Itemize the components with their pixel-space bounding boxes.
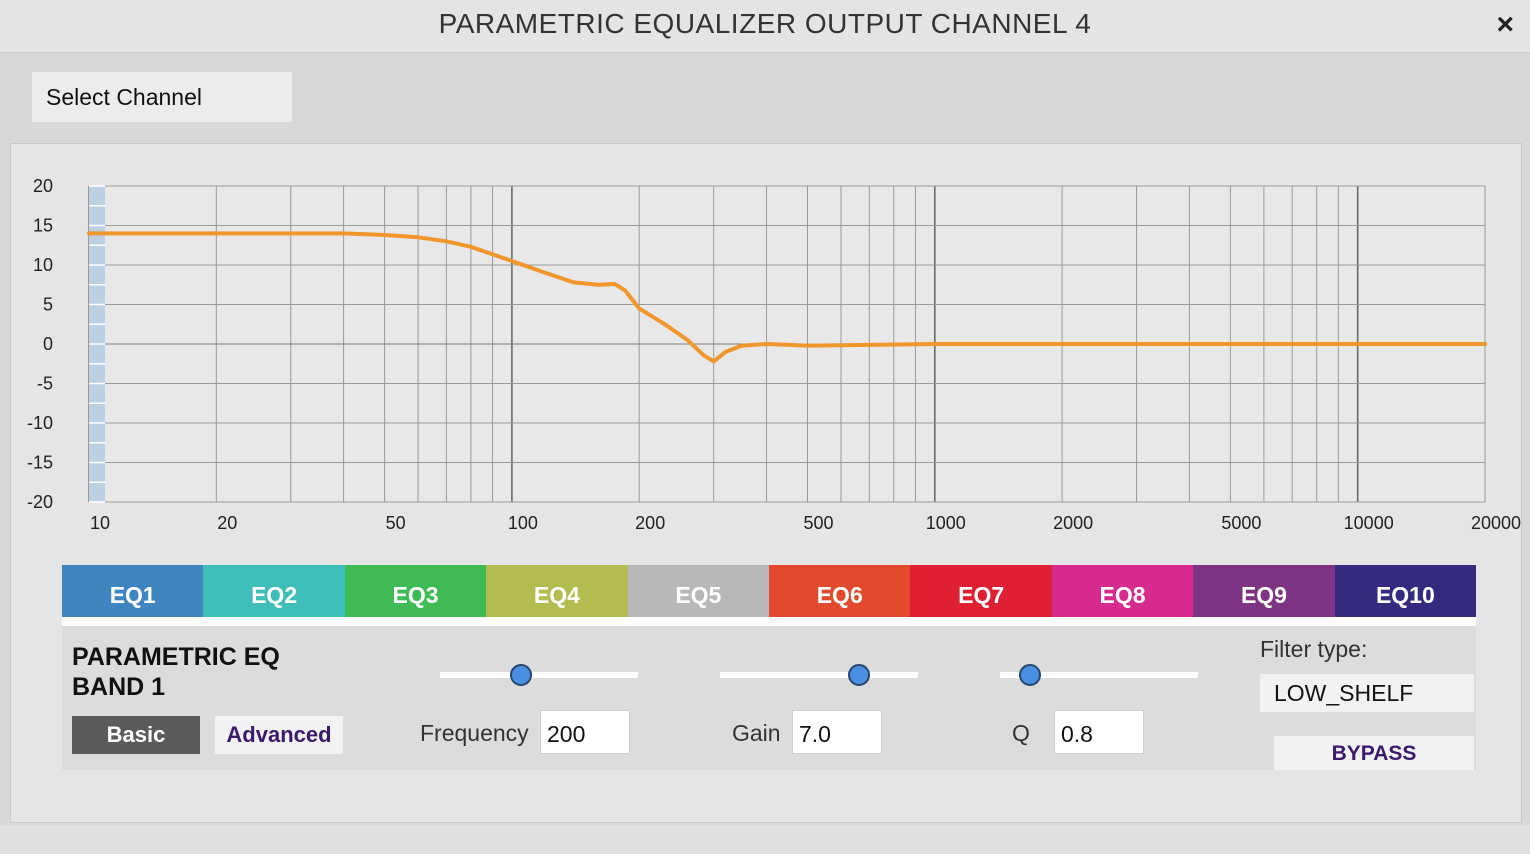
bypass-button[interactable]: BYPASS xyxy=(1274,736,1474,770)
filter-type-select[interactable]: LOW_SHELF xyxy=(1260,674,1474,712)
tab-underline xyxy=(62,617,1476,626)
y-tick-label: 0 xyxy=(43,334,53,354)
tab-eq3[interactable]: EQ3 xyxy=(344,565,487,617)
gain-slider-handle[interactable] xyxy=(847,664,870,686)
x-tick-label: 100 xyxy=(508,513,538,533)
bottom-strip xyxy=(0,825,1530,854)
tab-eq6[interactable]: EQ6 xyxy=(769,565,911,617)
y-tick-label: 10 xyxy=(33,255,53,275)
x-tick-label: 10000 xyxy=(1344,513,1394,533)
title-bar: PARAMETRIC EQUALIZER OUTPUT CHANNEL 4 × xyxy=(0,0,1530,53)
tab-eq2[interactable]: EQ2 xyxy=(203,565,345,617)
y-tick-label: 15 xyxy=(33,216,53,236)
tab-eq5[interactable]: EQ5 xyxy=(627,565,770,617)
filter-type-label: Filter type: xyxy=(1260,636,1368,662)
window-title: PARAMETRIC EQUALIZER OUTPUT CHANNEL 4 xyxy=(438,8,1092,39)
x-tick-label: 2000 xyxy=(1053,513,1093,533)
tab-eq9[interactable]: EQ9 xyxy=(1193,565,1335,617)
tab-eq1[interactable]: EQ1 xyxy=(62,565,204,617)
frequency-label: Frequency xyxy=(420,720,529,746)
y-tick-label: -5 xyxy=(37,374,53,394)
x-tick-label: 10 xyxy=(90,513,110,533)
y-tick-label: 5 xyxy=(43,295,53,315)
band-settings-panel: PARAMETRIC EQ BAND 1 Basic Advanced Freq… xyxy=(62,626,1476,770)
y-tick-label: -10 xyxy=(27,413,53,433)
gain-label: Gain xyxy=(732,720,781,746)
x-tick-label: 500 xyxy=(803,513,833,533)
q-slider[interactable] xyxy=(1000,672,1198,678)
band-title: PARAMETRIC EQ BAND 1 xyxy=(72,642,312,702)
q-input[interactable]: 0.8 xyxy=(1054,710,1144,754)
q-slider-handle[interactable] xyxy=(1018,664,1041,686)
basic-button[interactable]: Basic xyxy=(72,716,200,754)
close-icon[interactable]: × xyxy=(1496,8,1514,41)
gain-slider[interactable] xyxy=(720,672,918,678)
y-tick-label: -15 xyxy=(27,453,53,473)
x-tick-label: 50 xyxy=(386,513,406,533)
frequency-slider[interactable] xyxy=(440,672,638,678)
select-channel-button[interactable]: Select Channel xyxy=(32,72,292,122)
advanced-button[interactable]: Advanced xyxy=(215,716,343,754)
band-title-text: PARAMETRIC EQ BAND 1 xyxy=(72,643,280,701)
q-label: Q xyxy=(1012,720,1030,746)
tab-eq8[interactable]: EQ8 xyxy=(1051,565,1194,617)
y-tick-label: -20 xyxy=(27,492,53,512)
tab-eq4[interactable]: EQ4 xyxy=(486,565,628,617)
frequency-slider-handle[interactable] xyxy=(510,664,533,686)
tab-eq10[interactable]: EQ10 xyxy=(1334,565,1477,617)
x-tick-label: 20 xyxy=(217,513,237,533)
x-tick-label: 5000 xyxy=(1221,513,1261,533)
eq-response-curve xyxy=(87,231,1487,364)
x-tick-label: 200 xyxy=(635,513,665,533)
eq-band-tabs: EQ1 EQ2 EQ3 EQ4 EQ5 EQ6 EQ7 EQ8 EQ9 EQ10 xyxy=(62,565,1477,617)
gain-input[interactable]: 7.0 xyxy=(792,710,882,754)
tab-eq7[interactable]: EQ7 xyxy=(910,565,1052,617)
x-tick-label: 20000 xyxy=(1471,513,1521,533)
x-tick-label: 1000 xyxy=(926,513,966,533)
frequency-input[interactable]: 200 xyxy=(540,710,630,754)
y-tick-label: 20 xyxy=(33,176,53,196)
